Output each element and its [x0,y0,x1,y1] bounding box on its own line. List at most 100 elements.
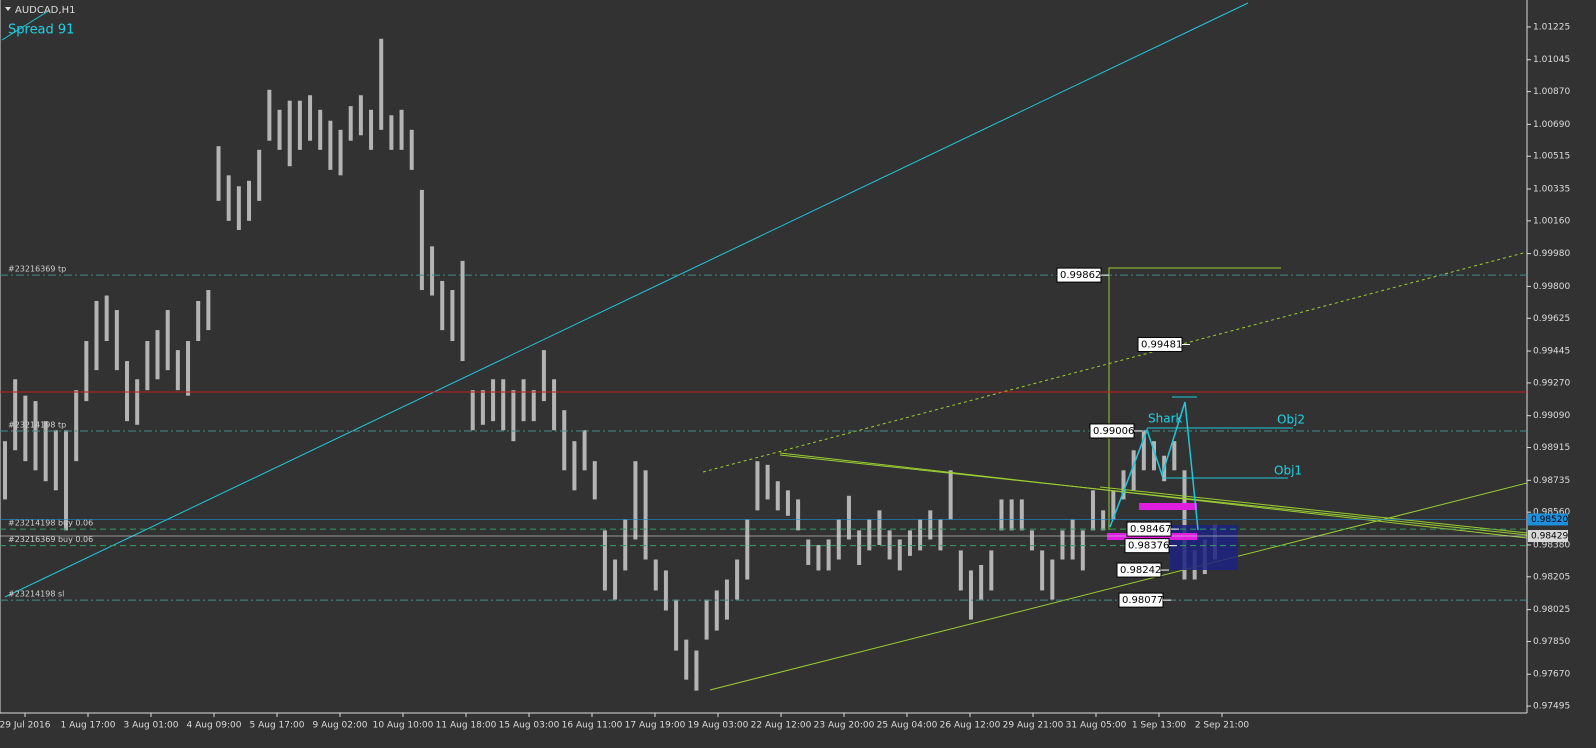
x-tick-label: 22 Aug 12:00 [751,721,812,731]
y-tick-label: 0.97850 [1533,637,1570,647]
price-bar [287,100,292,167]
price-bar [1141,430,1146,471]
y-tick-label: 0.99800 [1533,282,1570,292]
price-bar [968,570,973,620]
price-bar [1111,490,1116,520]
zone [1139,503,1197,510]
price-bar [308,95,313,141]
price-bar [775,481,780,511]
channel-line [709,482,1528,691]
price-bar [450,290,455,342]
target-label: Obj1 [1274,464,1302,478]
level-label: 0.99481 [1141,339,1182,350]
channel-line [1099,486,1528,534]
x-tick-label: 23 Aug 20:00 [814,721,875,731]
price-bar [257,149,262,201]
price-bar [694,650,699,691]
price-bar [1121,470,1126,500]
price-bar [1101,510,1106,531]
price-bar [277,109,282,150]
price-bar [511,390,516,442]
price-bar [226,175,231,221]
price-bar [460,260,465,362]
price-bar [552,379,557,431]
price-bar [1070,519,1075,560]
y-tick-label: 0.98380 [1533,540,1570,550]
price-bar [816,544,821,571]
level-label: 0.99862 [1060,270,1101,281]
price-bar [206,290,211,331]
y-tick-label: 0.97670 [1533,670,1570,680]
price-bar [979,564,984,600]
y-tick-label: 0.99980 [1533,249,1570,259]
channel-line [702,251,1528,473]
price-bar [704,599,709,640]
y-tick-label: 0.98915 [1533,443,1570,453]
price-bar [938,519,943,551]
price-tag [1528,530,1568,543]
trend-line [1,9,51,41]
price-bar [1090,490,1095,531]
target-label: Obj2 [1277,413,1305,427]
price-bar [297,100,302,150]
x-tick-label: 9 Aug 02:00 [313,721,368,731]
price-bar [165,310,170,371]
y-tick-label: 0.98205 [1533,572,1570,582]
price-bar [541,350,546,402]
level-label: 0.98077 [1122,595,1163,606]
price-bar [1060,530,1065,560]
channel-line [779,454,1528,536]
menu-arrow [5,7,11,11]
price-bar [216,146,221,201]
price-bar [135,379,140,425]
price-bar [755,461,760,511]
x-tick-label: 15 Aug 03:00 [499,721,560,731]
price-bar [1182,470,1187,580]
price-bar [155,330,160,380]
y-tick-label: 1.00160 [1533,216,1570,226]
price-bar [369,109,374,150]
price-bar [928,510,933,540]
price-bar [236,186,241,230]
price-bar [684,639,689,680]
price-bar [43,421,48,482]
price-bar [104,295,109,342]
price-bar [470,390,475,431]
x-tick-label: 1 Sep 13:00 [1132,721,1187,731]
price-bar [1019,499,1024,531]
price-bar [735,559,740,600]
y-tick-label: 0.98560 [1533,508,1570,518]
y-tick-label: 0.98735 [1533,476,1570,486]
price-bar [602,530,607,591]
price-bar [64,430,69,531]
price-bar [613,559,618,600]
price-bar [806,539,811,565]
price-bar [348,106,353,141]
price-bar [74,390,79,462]
price-bar [643,470,648,560]
price-bar [440,280,445,331]
price-bar [501,379,506,431]
price-bar [1080,530,1085,571]
x-tick-label: 1 Aug 17:00 [61,721,116,731]
order-label: #23216369 tp [8,265,66,274]
x-tick-label: 10 Aug 10:00 [373,721,434,731]
price-bar [1172,441,1177,471]
price-bar [724,579,729,620]
level-label: 0.99006 [1093,426,1134,437]
price-bar [53,430,58,491]
x-tick-label: 26 Aug 12:00 [940,721,1001,731]
price-bar [84,341,89,402]
price-bar [582,430,587,471]
price-bar [521,379,526,422]
price-bar [572,441,577,491]
price-bar [267,89,272,141]
price-tag [1528,513,1568,526]
y-tick-label: 0.99090 [1533,411,1570,421]
price-bar [958,550,963,591]
price-bar [714,590,719,631]
price-tag-label: 0.98520 [1531,515,1568,525]
price-bar [3,441,7,500]
x-tick-label: 4 Aug 09:00 [187,721,242,731]
